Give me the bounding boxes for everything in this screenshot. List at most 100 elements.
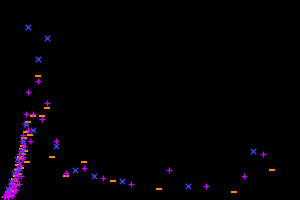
Point xyxy=(82,166,87,169)
Point xyxy=(18,166,23,169)
Point xyxy=(14,169,19,172)
Point xyxy=(21,134,26,137)
Point xyxy=(7,187,12,190)
Point xyxy=(5,188,10,191)
Point xyxy=(18,150,23,153)
Point xyxy=(110,179,115,183)
Point xyxy=(44,36,49,39)
Point xyxy=(6,195,11,198)
Point xyxy=(11,179,16,183)
Point xyxy=(40,117,45,121)
Point xyxy=(3,192,8,195)
Point xyxy=(11,190,16,193)
Point xyxy=(185,185,190,188)
Point xyxy=(35,58,40,61)
Point xyxy=(82,161,87,164)
Point xyxy=(12,190,16,193)
Point xyxy=(19,147,24,150)
Point xyxy=(12,185,16,188)
Point xyxy=(7,189,12,192)
Point xyxy=(12,188,16,191)
Point xyxy=(25,161,30,164)
Point xyxy=(73,169,77,172)
Point xyxy=(21,144,26,148)
Point xyxy=(15,174,20,177)
Point xyxy=(26,128,31,131)
Point xyxy=(14,166,19,169)
Point xyxy=(28,134,32,137)
Point xyxy=(14,179,19,183)
Point xyxy=(22,136,27,139)
Point xyxy=(15,169,20,172)
Point xyxy=(16,161,21,164)
Point xyxy=(2,195,7,198)
Point xyxy=(15,163,20,166)
Point xyxy=(16,182,21,185)
Point xyxy=(14,158,19,161)
Point xyxy=(16,172,21,176)
Point xyxy=(20,152,25,156)
Point xyxy=(35,79,40,83)
Point xyxy=(5,190,10,193)
Point xyxy=(26,90,31,93)
Point xyxy=(14,183,19,186)
Point xyxy=(28,139,32,142)
Point xyxy=(10,194,15,197)
Point xyxy=(4,193,9,196)
Point xyxy=(10,185,15,188)
Point xyxy=(9,182,14,185)
Point xyxy=(91,174,96,177)
Point xyxy=(35,74,40,77)
Point xyxy=(13,179,17,183)
Point xyxy=(23,150,28,153)
Point xyxy=(2,194,6,197)
Point xyxy=(63,174,68,177)
Point xyxy=(260,152,265,156)
Point xyxy=(17,155,22,158)
Point xyxy=(20,147,25,150)
Point xyxy=(12,171,16,175)
Point xyxy=(23,123,28,126)
Point xyxy=(101,177,106,180)
Point xyxy=(19,139,24,142)
Point xyxy=(8,188,13,191)
Point xyxy=(63,171,68,175)
Point xyxy=(21,155,26,158)
Point xyxy=(4,194,9,197)
Point xyxy=(40,115,45,118)
Point xyxy=(22,144,27,148)
Point xyxy=(10,182,15,185)
Point xyxy=(14,189,18,192)
Point xyxy=(19,150,24,153)
Point xyxy=(7,193,12,196)
Point xyxy=(232,190,237,193)
Point xyxy=(24,131,29,134)
Point xyxy=(21,139,26,142)
Point xyxy=(44,101,49,104)
Point xyxy=(16,158,21,161)
Point xyxy=(13,183,17,186)
Point xyxy=(30,112,35,115)
Point xyxy=(166,169,171,172)
Point xyxy=(269,169,274,172)
Point xyxy=(16,166,21,169)
Point xyxy=(54,144,59,148)
Point xyxy=(26,120,31,123)
Point xyxy=(9,179,14,183)
Point xyxy=(30,128,35,131)
Point xyxy=(13,177,17,180)
Point xyxy=(12,178,16,181)
Point xyxy=(26,25,31,29)
Point xyxy=(157,188,162,191)
Point xyxy=(2,196,7,199)
Point xyxy=(241,174,246,177)
Point xyxy=(129,182,134,185)
Point xyxy=(18,174,23,177)
Point xyxy=(24,123,29,126)
Point xyxy=(14,171,18,175)
Point xyxy=(8,192,13,195)
Point xyxy=(204,185,209,188)
Point xyxy=(251,150,256,153)
Point xyxy=(54,139,59,142)
Point xyxy=(17,163,22,166)
